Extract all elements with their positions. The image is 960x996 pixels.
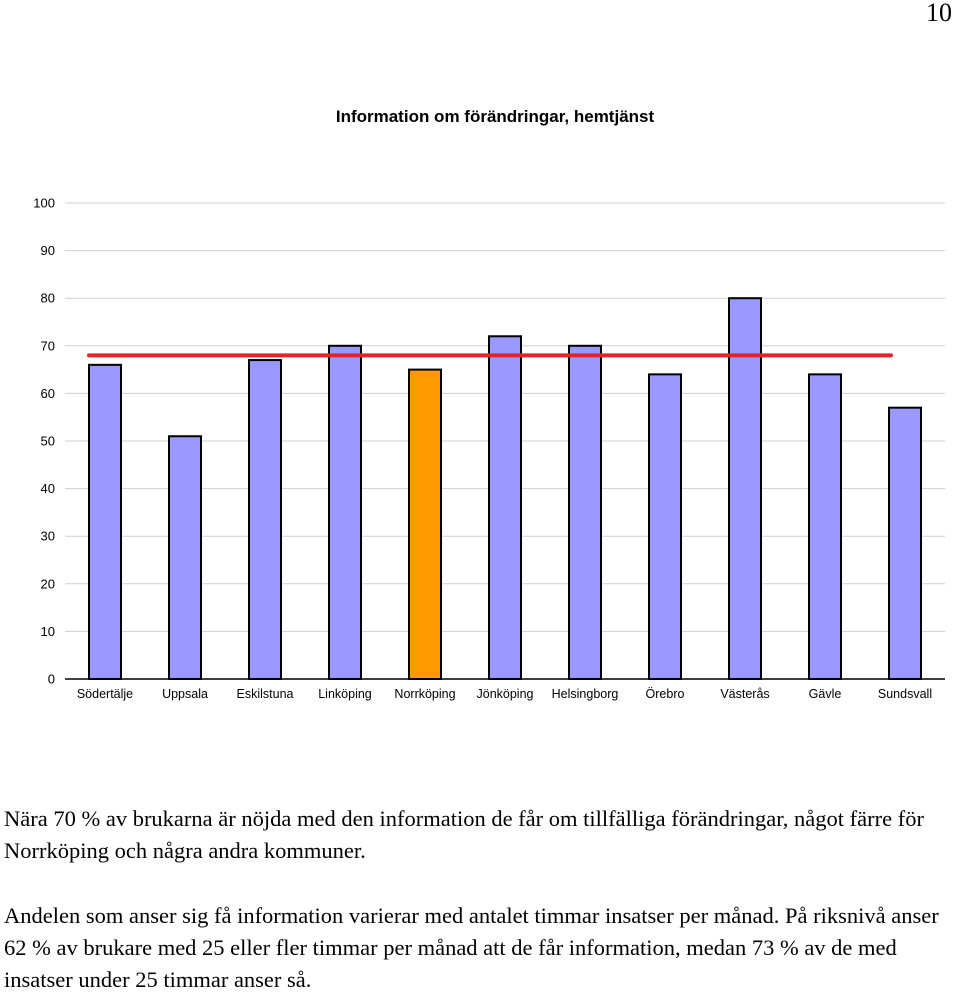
x-category-label: Västerås	[720, 687, 769, 701]
bar-jönköping	[488, 335, 522, 680]
y-tick-label: 70	[41, 338, 55, 353]
bar-linköping	[328, 344, 362, 681]
x-category-label: Södertälje	[77, 687, 133, 701]
y-tick-label: 10	[41, 624, 55, 639]
bar-norrköping	[408, 368, 442, 680]
x-axis-labels: Södertälje Uppsala Eskilstuna Linköping Norr…	[77, 687, 932, 701]
bar-sundsvall	[888, 406, 922, 680]
bar-uppsala	[168, 435, 202, 680]
y-tick-label: 40	[41, 481, 55, 496]
x-category-label: Sundsvall	[878, 687, 932, 701]
y-tick-label: 90	[41, 243, 55, 258]
x-category-label: Örebro	[646, 687, 685, 701]
chart-title: Information om förändringar, hemtjänst	[335, 107, 655, 126]
x-category-label: Uppsala	[162, 687, 208, 701]
bar-eskilstuna	[248, 359, 282, 681]
x-category-label: Helsingborg	[552, 687, 619, 701]
x-category-label: Eskilstuna	[237, 687, 294, 701]
page-number: 10	[926, 0, 952, 27]
x-category-label: Gävle	[809, 687, 842, 701]
y-tick-label: 50	[41, 434, 55, 449]
y-tick-label: 30	[41, 529, 55, 544]
y-tick-label: 0	[48, 672, 55, 687]
bars	[88, 297, 922, 681]
y-tick-label: 20	[41, 576, 55, 591]
bar-chart: 0 10 20 30 40 50 60 70 80 90 100 Södertälje Uppsala…	[33, 196, 945, 701]
x-category-label: Norrköping	[394, 687, 455, 701]
x-category-label: Jönköping	[477, 687, 534, 701]
bar-västerås	[728, 297, 762, 680]
bar-helsingborg	[568, 344, 602, 681]
detail-paragraph: Andelen som anser sig få information var…	[4, 903, 939, 992]
y-tick-label: 100	[33, 196, 55, 211]
bar-södertälje	[88, 363, 122, 680]
bar-örebro	[648, 373, 682, 681]
y-tick-label: 80	[41, 291, 55, 306]
bar-gävle	[808, 373, 842, 681]
x-category-label: Linköping	[318, 687, 372, 701]
y-tick-label: 60	[41, 386, 55, 401]
y-axis-ticks: 0 10 20 30 40 50 60 70 80 90 100	[33, 196, 55, 687]
summary-paragraph: Nära 70 % av brukarna är nöjda med den i…	[4, 806, 924, 863]
